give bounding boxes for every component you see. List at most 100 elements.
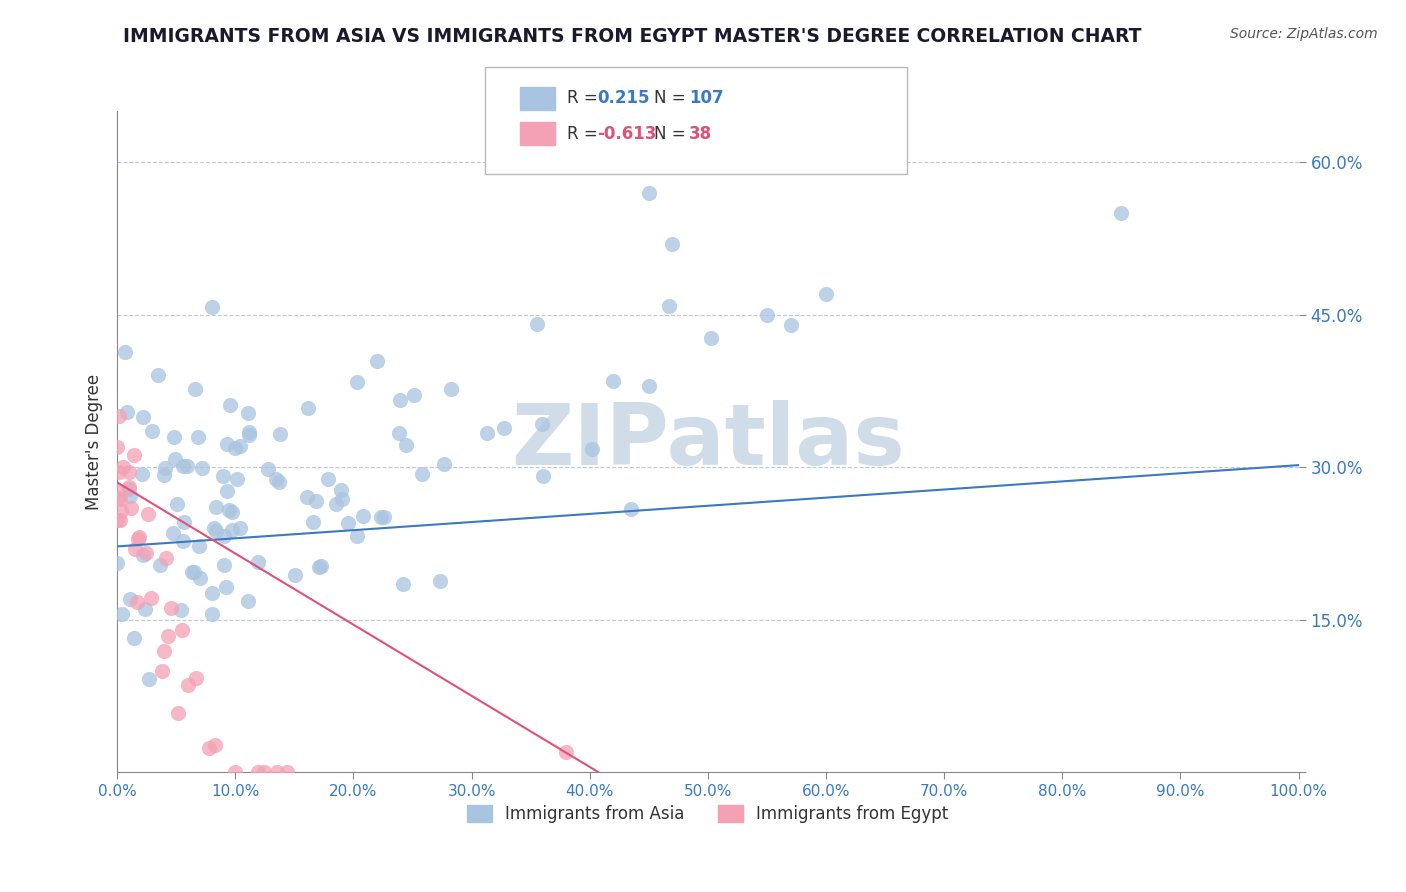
Point (366, 354, 388, 368)
Point (201, 585, 224, 599)
Point (221, 505, 243, 519)
Point (169, 603, 191, 617)
Point (176, 458, 198, 473)
Point (166, 497, 188, 511)
Point (132, 548, 155, 562)
Point (370, 509, 392, 524)
Point (269, 427, 291, 442)
Point (346, 529, 368, 543)
Point (330, 483, 353, 497)
Point (305, 494, 328, 508)
Point (266, 472, 288, 486)
Point (211, 469, 233, 483)
Point (284, 567, 307, 582)
Point (162, 525, 184, 540)
Point (205, 500, 228, 514)
Point (177, 678, 200, 692)
Point (107, 556, 129, 570)
Point (105, 483, 128, 497)
Point (411, 467, 433, 482)
Point (172, 459, 194, 474)
Point (155, 551, 177, 566)
Point (814, 287, 837, 301)
Point (346, 375, 368, 389)
Point (204, 521, 226, 535)
Point (114, 345, 136, 359)
Point (198, 741, 221, 756)
Text: N =: N = (654, 125, 685, 143)
Text: N =: N = (654, 89, 685, 107)
Point (107, 513, 129, 527)
Point (526, 318, 548, 332)
Point (531, 417, 554, 431)
Point (200, 301, 222, 315)
Point (153, 461, 176, 475)
Point (755, 308, 778, 322)
Y-axis label: Master's Degree: Master's Degree (86, 374, 103, 510)
Point (373, 510, 395, 524)
Point (295, 490, 318, 504)
Point (229, 439, 252, 453)
Point (224, 765, 246, 780)
Point (124, 541, 146, 556)
Point (352, 509, 374, 524)
Point (118, 481, 141, 495)
Point (225, 472, 247, 486)
Point (108, 513, 131, 527)
Point (266, 765, 288, 780)
Text: Source: ZipAtlas.com: Source: ZipAtlas.com (1230, 27, 1378, 41)
Point (637, 186, 659, 200)
Point (247, 555, 270, 569)
Point (141, 424, 163, 438)
Point (297, 401, 319, 416)
Point (620, 501, 643, 516)
Point (236, 406, 259, 420)
Point (184, 382, 207, 396)
Point (188, 571, 211, 585)
Point (108, 465, 131, 479)
Point (136, 507, 159, 521)
Point (661, 236, 683, 251)
Point (118, 482, 141, 496)
Point (131, 467, 153, 481)
Point (150, 664, 173, 678)
Point (269, 475, 291, 489)
Point (153, 644, 176, 658)
Point (105, 440, 128, 454)
Point (224, 441, 246, 455)
Point (152, 467, 174, 482)
Point (1111, 206, 1133, 220)
Point (110, 504, 132, 518)
Point (325, 497, 347, 511)
Point (330, 492, 353, 507)
Point (212, 529, 235, 543)
Point (238, 425, 260, 439)
Point (212, 558, 235, 572)
Point (188, 540, 211, 554)
Point (238, 428, 260, 442)
Point (238, 594, 260, 608)
Text: IMMIGRANTS FROM ASIA VS IMMIGRANTS FROM EGYPT MASTER'S DEGREE CORRELATION CHART: IMMIGRANTS FROM ASIA VS IMMIGRANTS FROM … (124, 27, 1142, 45)
Point (111, 607, 134, 622)
Point (229, 521, 252, 535)
Point (309, 559, 332, 574)
Point (163, 430, 186, 444)
Point (779, 318, 801, 332)
Point (221, 523, 243, 537)
Text: R =: R = (567, 89, 598, 107)
Point (302, 515, 325, 529)
Point (217, 483, 239, 498)
Point (124, 631, 146, 645)
Point (316, 472, 339, 486)
Point (122, 448, 145, 462)
Point (118, 490, 141, 504)
Point (308, 560, 330, 574)
Point (173, 515, 195, 529)
Point (391, 576, 413, 591)
Text: -0.613: -0.613 (598, 125, 657, 143)
Point (253, 765, 276, 780)
Point (215, 436, 238, 450)
Point (118, 465, 141, 479)
Point (531, 469, 554, 483)
Point (166, 706, 188, 720)
